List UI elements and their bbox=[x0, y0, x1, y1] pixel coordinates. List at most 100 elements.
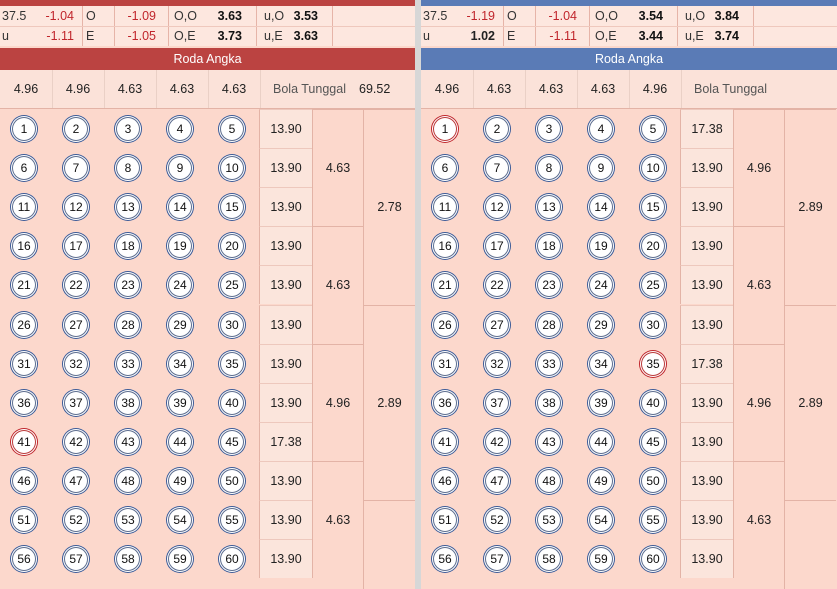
number-ball-24[interactable]: 24 bbox=[169, 274, 191, 297]
number-ball-9[interactable]: 9 bbox=[590, 157, 612, 180]
number-ball-58[interactable]: 58 bbox=[538, 548, 560, 571]
number-ball-52[interactable]: 52 bbox=[65, 509, 87, 531]
number-ball-1[interactable]: 1 bbox=[434, 118, 456, 140]
number-ball-41[interactable]: 41 bbox=[13, 430, 35, 453]
row-odd[interactable]: 13.90 bbox=[259, 460, 312, 500]
number-ball-20[interactable]: 20 bbox=[221, 235, 243, 258]
row-odd[interactable]: 13.90 bbox=[680, 304, 733, 344]
row-odd[interactable]: 17.38 bbox=[259, 421, 312, 461]
row-odd[interactable]: 13.90 bbox=[680, 148, 733, 188]
group-odd-4[interactable]: 4.63 bbox=[312, 460, 363, 579]
number-ball-48[interactable]: 48 bbox=[117, 469, 139, 492]
row-odd[interactable]: 13.90 bbox=[259, 539, 312, 579]
odds-combo-value-b[interactable]: 3.53 bbox=[293, 9, 318, 23]
number-ball-55[interactable]: 55 bbox=[642, 509, 664, 531]
row-odd[interactable]: 13.90 bbox=[680, 421, 733, 461]
number-ball-18[interactable]: 18 bbox=[538, 235, 560, 258]
odds-combo-value-b[interactable]: 3.63 bbox=[293, 29, 318, 43]
row-odd[interactable]: 13.90 bbox=[680, 265, 733, 305]
number-ball-51[interactable]: 51 bbox=[434, 509, 456, 531]
number-ball-38[interactable]: 38 bbox=[117, 391, 139, 414]
row-odd[interactable]: 13.90 bbox=[680, 539, 733, 579]
number-ball-20[interactable]: 20 bbox=[642, 235, 664, 258]
odds-combo-value-a[interactable]: 3.44 bbox=[638, 29, 663, 43]
row-odd[interactable]: 13.90 bbox=[259, 226, 312, 266]
number-ball-11[interactable]: 11 bbox=[13, 196, 35, 219]
number-ball-40[interactable]: 40 bbox=[642, 391, 664, 414]
number-ball-56[interactable]: 56 bbox=[13, 548, 35, 571]
summary-odd-1[interactable]: 4.96 bbox=[421, 70, 474, 108]
pair-odd-1[interactable]: 2.78 bbox=[363, 109, 415, 305]
number-ball-4[interactable]: 4 bbox=[590, 118, 612, 140]
number-ball-3[interactable]: 3 bbox=[538, 118, 560, 140]
odds-combo-value-a[interactable]: 3.54 bbox=[638, 9, 663, 23]
row-odd[interactable]: 13.90 bbox=[259, 109, 312, 148]
row-odd[interactable]: 13.90 bbox=[680, 500, 733, 539]
row-odd[interactable]: 17.38 bbox=[680, 109, 733, 148]
row-odd[interactable]: 13.90 bbox=[259, 148, 312, 188]
number-ball-55[interactable]: 55 bbox=[221, 509, 243, 531]
number-ball-15[interactable]: 15 bbox=[642, 196, 664, 219]
number-ball-32[interactable]: 32 bbox=[486, 352, 508, 375]
number-ball-59[interactable]: 59 bbox=[590, 548, 612, 571]
number-ball-48[interactable]: 48 bbox=[538, 469, 560, 492]
odds-combo-value-a[interactable]: 3.73 bbox=[217, 29, 242, 43]
summary-odd-2[interactable]: 4.96 bbox=[52, 70, 105, 108]
row-odd[interactable]: 13.90 bbox=[259, 343, 312, 383]
number-ball-2[interactable]: 2 bbox=[65, 118, 87, 140]
number-ball-9[interactable]: 9 bbox=[169, 157, 191, 180]
number-ball-49[interactable]: 49 bbox=[169, 469, 191, 492]
number-ball-50[interactable]: 50 bbox=[642, 469, 664, 492]
number-ball-30[interactable]: 30 bbox=[221, 313, 243, 336]
number-ball-42[interactable]: 42 bbox=[486, 430, 508, 453]
number-ball-13[interactable]: 13 bbox=[538, 196, 560, 219]
number-ball-28[interactable]: 28 bbox=[117, 313, 139, 336]
number-ball-22[interactable]: 22 bbox=[486, 274, 508, 297]
row-odd[interactable]: 13.90 bbox=[259, 500, 312, 539]
number-ball-34[interactable]: 34 bbox=[169, 352, 191, 375]
number-ball-25[interactable]: 25 bbox=[642, 274, 664, 297]
number-ball-16[interactable]: 16 bbox=[434, 235, 456, 258]
odds-combo-value-a[interactable]: 3.63 bbox=[217, 9, 242, 23]
number-ball-30[interactable]: 30 bbox=[642, 313, 664, 336]
number-ball-60[interactable]: 60 bbox=[642, 548, 664, 571]
odds-combo-value-b[interactable]: 3.74 bbox=[714, 29, 739, 43]
row-odd[interactable]: 13.90 bbox=[680, 187, 733, 227]
number-ball-27[interactable]: 27 bbox=[65, 313, 87, 336]
summary-odd-4[interactable]: 4.63 bbox=[577, 70, 630, 108]
summary-odd-5[interactable]: 4.63 bbox=[208, 70, 261, 108]
number-ball-8[interactable]: 8 bbox=[117, 157, 139, 180]
number-ball-51[interactable]: 51 bbox=[13, 509, 35, 531]
number-ball-23[interactable]: 23 bbox=[538, 274, 560, 297]
number-ball-44[interactable]: 44 bbox=[169, 430, 191, 453]
number-ball-37[interactable]: 37 bbox=[486, 391, 508, 414]
number-ball-57[interactable]: 57 bbox=[65, 548, 87, 571]
number-ball-1[interactable]: 1 bbox=[13, 118, 35, 140]
row-odd[interactable]: 13.90 bbox=[259, 382, 312, 422]
number-ball-32[interactable]: 32 bbox=[65, 352, 87, 375]
number-ball-31[interactable]: 31 bbox=[13, 352, 35, 375]
number-ball-38[interactable]: 38 bbox=[538, 391, 560, 414]
number-ball-25[interactable]: 25 bbox=[221, 274, 243, 297]
number-ball-39[interactable]: 39 bbox=[169, 391, 191, 414]
odds-oe-value[interactable]: -1.05 bbox=[127, 29, 157, 43]
row-odd[interactable]: 17.38 bbox=[680, 343, 733, 383]
row-odd[interactable]: 13.90 bbox=[680, 382, 733, 422]
number-ball-42[interactable]: 42 bbox=[65, 430, 87, 453]
number-ball-43[interactable]: 43 bbox=[117, 430, 139, 453]
number-ball-54[interactable]: 54 bbox=[590, 509, 612, 531]
odds-handicap-value[interactable]: 1.02 bbox=[470, 29, 495, 43]
number-ball-7[interactable]: 7 bbox=[486, 157, 508, 180]
number-ball-3[interactable]: 3 bbox=[117, 118, 139, 140]
bola-tunggal-value[interactable]: 69.52 bbox=[359, 82, 391, 96]
odds-combo-value-b[interactable]: 3.84 bbox=[714, 9, 739, 23]
number-ball-18[interactable]: 18 bbox=[117, 235, 139, 258]
number-ball-50[interactable]: 50 bbox=[221, 469, 243, 492]
number-ball-22[interactable]: 22 bbox=[65, 274, 87, 297]
number-ball-40[interactable]: 40 bbox=[221, 391, 243, 414]
group-odd-4[interactable]: 4.63 bbox=[733, 460, 784, 579]
number-ball-7[interactable]: 7 bbox=[65, 157, 87, 180]
row-odd[interactable]: 13.90 bbox=[259, 187, 312, 227]
odds-handicap-value[interactable]: -1.19 bbox=[466, 9, 496, 23]
group-odd-2[interactable]: 4.63 bbox=[733, 226, 784, 344]
